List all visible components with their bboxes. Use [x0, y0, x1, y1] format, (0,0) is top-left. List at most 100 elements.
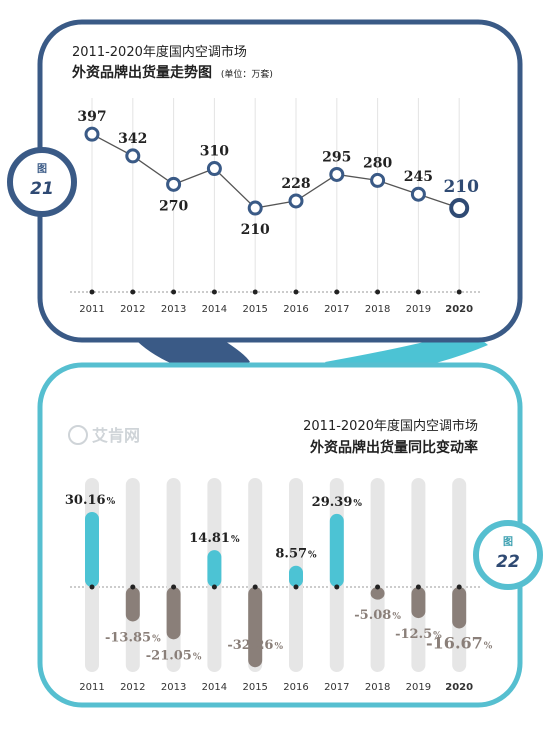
- bar-chart: 30.16% 2011 -13.85% 2012 -21.05% 2013 14.81% 20…: [65, 478, 493, 693]
- line-point: [206, 161, 222, 177]
- top-title-line1: 2011-2020年度国内空调市场: [72, 44, 247, 60]
- line-tick-dot: [375, 289, 381, 295]
- bar-tick-label: 2016: [283, 682, 308, 693]
- badge-22-num: 22: [496, 552, 520, 572]
- bar-tick-label: 2018: [365, 682, 390, 693]
- bar: [329, 513, 344, 587]
- bar-data-suffix: %: [433, 631, 442, 641]
- line-tick-label: 2012: [120, 304, 145, 315]
- top-unit-note: (单位：万套): [221, 68, 273, 80]
- bar: [125, 587, 140, 622]
- bar-data-label: -16.67%: [426, 633, 493, 652]
- line-tick-dot: [171, 289, 177, 295]
- line-tick-dot: [252, 289, 258, 295]
- bar-data-label: 29.39%: [312, 495, 363, 510]
- badge-22-ring: [473, 520, 543, 590]
- line-tick-label: 2018: [365, 304, 390, 315]
- line-data-label: 295: [322, 149, 351, 165]
- line-tick-label: 2013: [161, 304, 186, 315]
- watermark-text: 艾肯网: [92, 426, 140, 445]
- line-series: [91, 133, 460, 209]
- line-point: [329, 166, 345, 182]
- bar-data-suffix: %: [274, 642, 283, 652]
- bar-tick-label: 2011: [79, 682, 104, 693]
- line-data-label: 397: [77, 109, 106, 125]
- line-tick-label: 2019: [406, 304, 431, 315]
- bar: [411, 587, 426, 619]
- line-tick-label: 2017: [324, 304, 349, 315]
- bar-data-value: -5.08: [354, 608, 391, 623]
- bar-data-label: -12.5%: [395, 627, 442, 642]
- line-point: [449, 198, 470, 219]
- bar-data-value: -13.85: [105, 630, 151, 645]
- bar-data-suffix: %: [392, 612, 401, 622]
- bar-tick-label: 2020: [445, 682, 473, 693]
- bar-data-value: -32.26: [227, 638, 273, 653]
- bar-data-value: 29.39: [312, 495, 353, 510]
- line-point: [370, 172, 386, 188]
- bar-data-suffix: %: [353, 499, 362, 509]
- line-data-label: 210: [241, 222, 270, 238]
- bar-data-value: 14.81: [189, 531, 230, 546]
- bar-data-suffix: %: [193, 652, 202, 662]
- badge-21-top: 图: [37, 163, 47, 175]
- bar-track: [125, 478, 140, 672]
- bar-zero-dot: [334, 584, 340, 590]
- badge-21-num: 21: [30, 179, 54, 199]
- line-point: [84, 126, 100, 142]
- bar: [370, 587, 385, 600]
- line-data-label: 210: [443, 177, 479, 197]
- line-point: [288, 193, 304, 209]
- bar: [289, 565, 303, 587]
- bar-track: [166, 478, 181, 672]
- line-tick-label: 2011: [79, 304, 104, 315]
- line-chart: 397 2011 342 2012 270 2013 310 2014 210 2015 228 20…: [70, 98, 480, 315]
- bar-zero-dot: [293, 584, 299, 590]
- line-tick-dot: [211, 289, 217, 295]
- line-point: [410, 186, 426, 202]
- line-point: [125, 148, 141, 164]
- bar-tick-label: 2019: [406, 682, 431, 693]
- watermark: 艾肯网: [68, 425, 140, 445]
- bar-data-label: -13.85%: [105, 630, 161, 645]
- badge-22-top: 图: [503, 536, 513, 548]
- bar: [166, 587, 181, 640]
- line-data-label: 270: [159, 198, 188, 214]
- bar-track: [370, 478, 385, 672]
- bar-data-label: 30.16%: [65, 493, 116, 508]
- bar-data-label: -5.08%: [354, 608, 401, 623]
- line-tick-dot: [293, 289, 299, 295]
- bar-zero-dot: [456, 584, 462, 590]
- line-tick-dot: [130, 289, 136, 295]
- bar-data-label: 14.81%: [189, 531, 240, 546]
- bottom-panel: [37, 362, 523, 708]
- bar-zero-dot: [415, 584, 421, 590]
- bar-data-value: -16.67: [426, 633, 483, 652]
- bar-track: [411, 478, 426, 672]
- bar-data-label: 8.57%: [275, 547, 317, 562]
- top-title-line2: 外资品牌出货量走势图 (单位：万套): [72, 64, 273, 81]
- line-tick-dot: [456, 289, 462, 295]
- bar-tick-label: 2017: [324, 682, 349, 693]
- line-data-label: 228: [281, 176, 310, 192]
- top-title-main: 外资品牌出货量走势图: [72, 64, 212, 81]
- bar-zero-dot: [130, 584, 136, 590]
- bar-zero-dot: [252, 584, 258, 590]
- bar-data-value: -21.05: [146, 648, 192, 663]
- watermark-logo-icon: [68, 425, 88, 445]
- badge-22: 图 22: [473, 520, 543, 590]
- badge-21: 图 21: [7, 147, 77, 217]
- line-tick-label: 2015: [242, 304, 267, 315]
- line-data-label: 280: [363, 155, 392, 171]
- bar-tick-label: 2014: [202, 682, 227, 693]
- line-data-label: 245: [404, 169, 433, 185]
- bar: [207, 550, 222, 587]
- line-tick-label: 2016: [283, 304, 308, 315]
- bar-data-value: -12.5: [395, 627, 432, 642]
- line-tick-dot: [415, 289, 421, 295]
- bar-data-suffix: %: [484, 641, 493, 651]
- bar-tick-label: 2015: [242, 682, 267, 693]
- badge-21-ring: [7, 147, 77, 217]
- bar-data-value: 8.57: [275, 547, 307, 562]
